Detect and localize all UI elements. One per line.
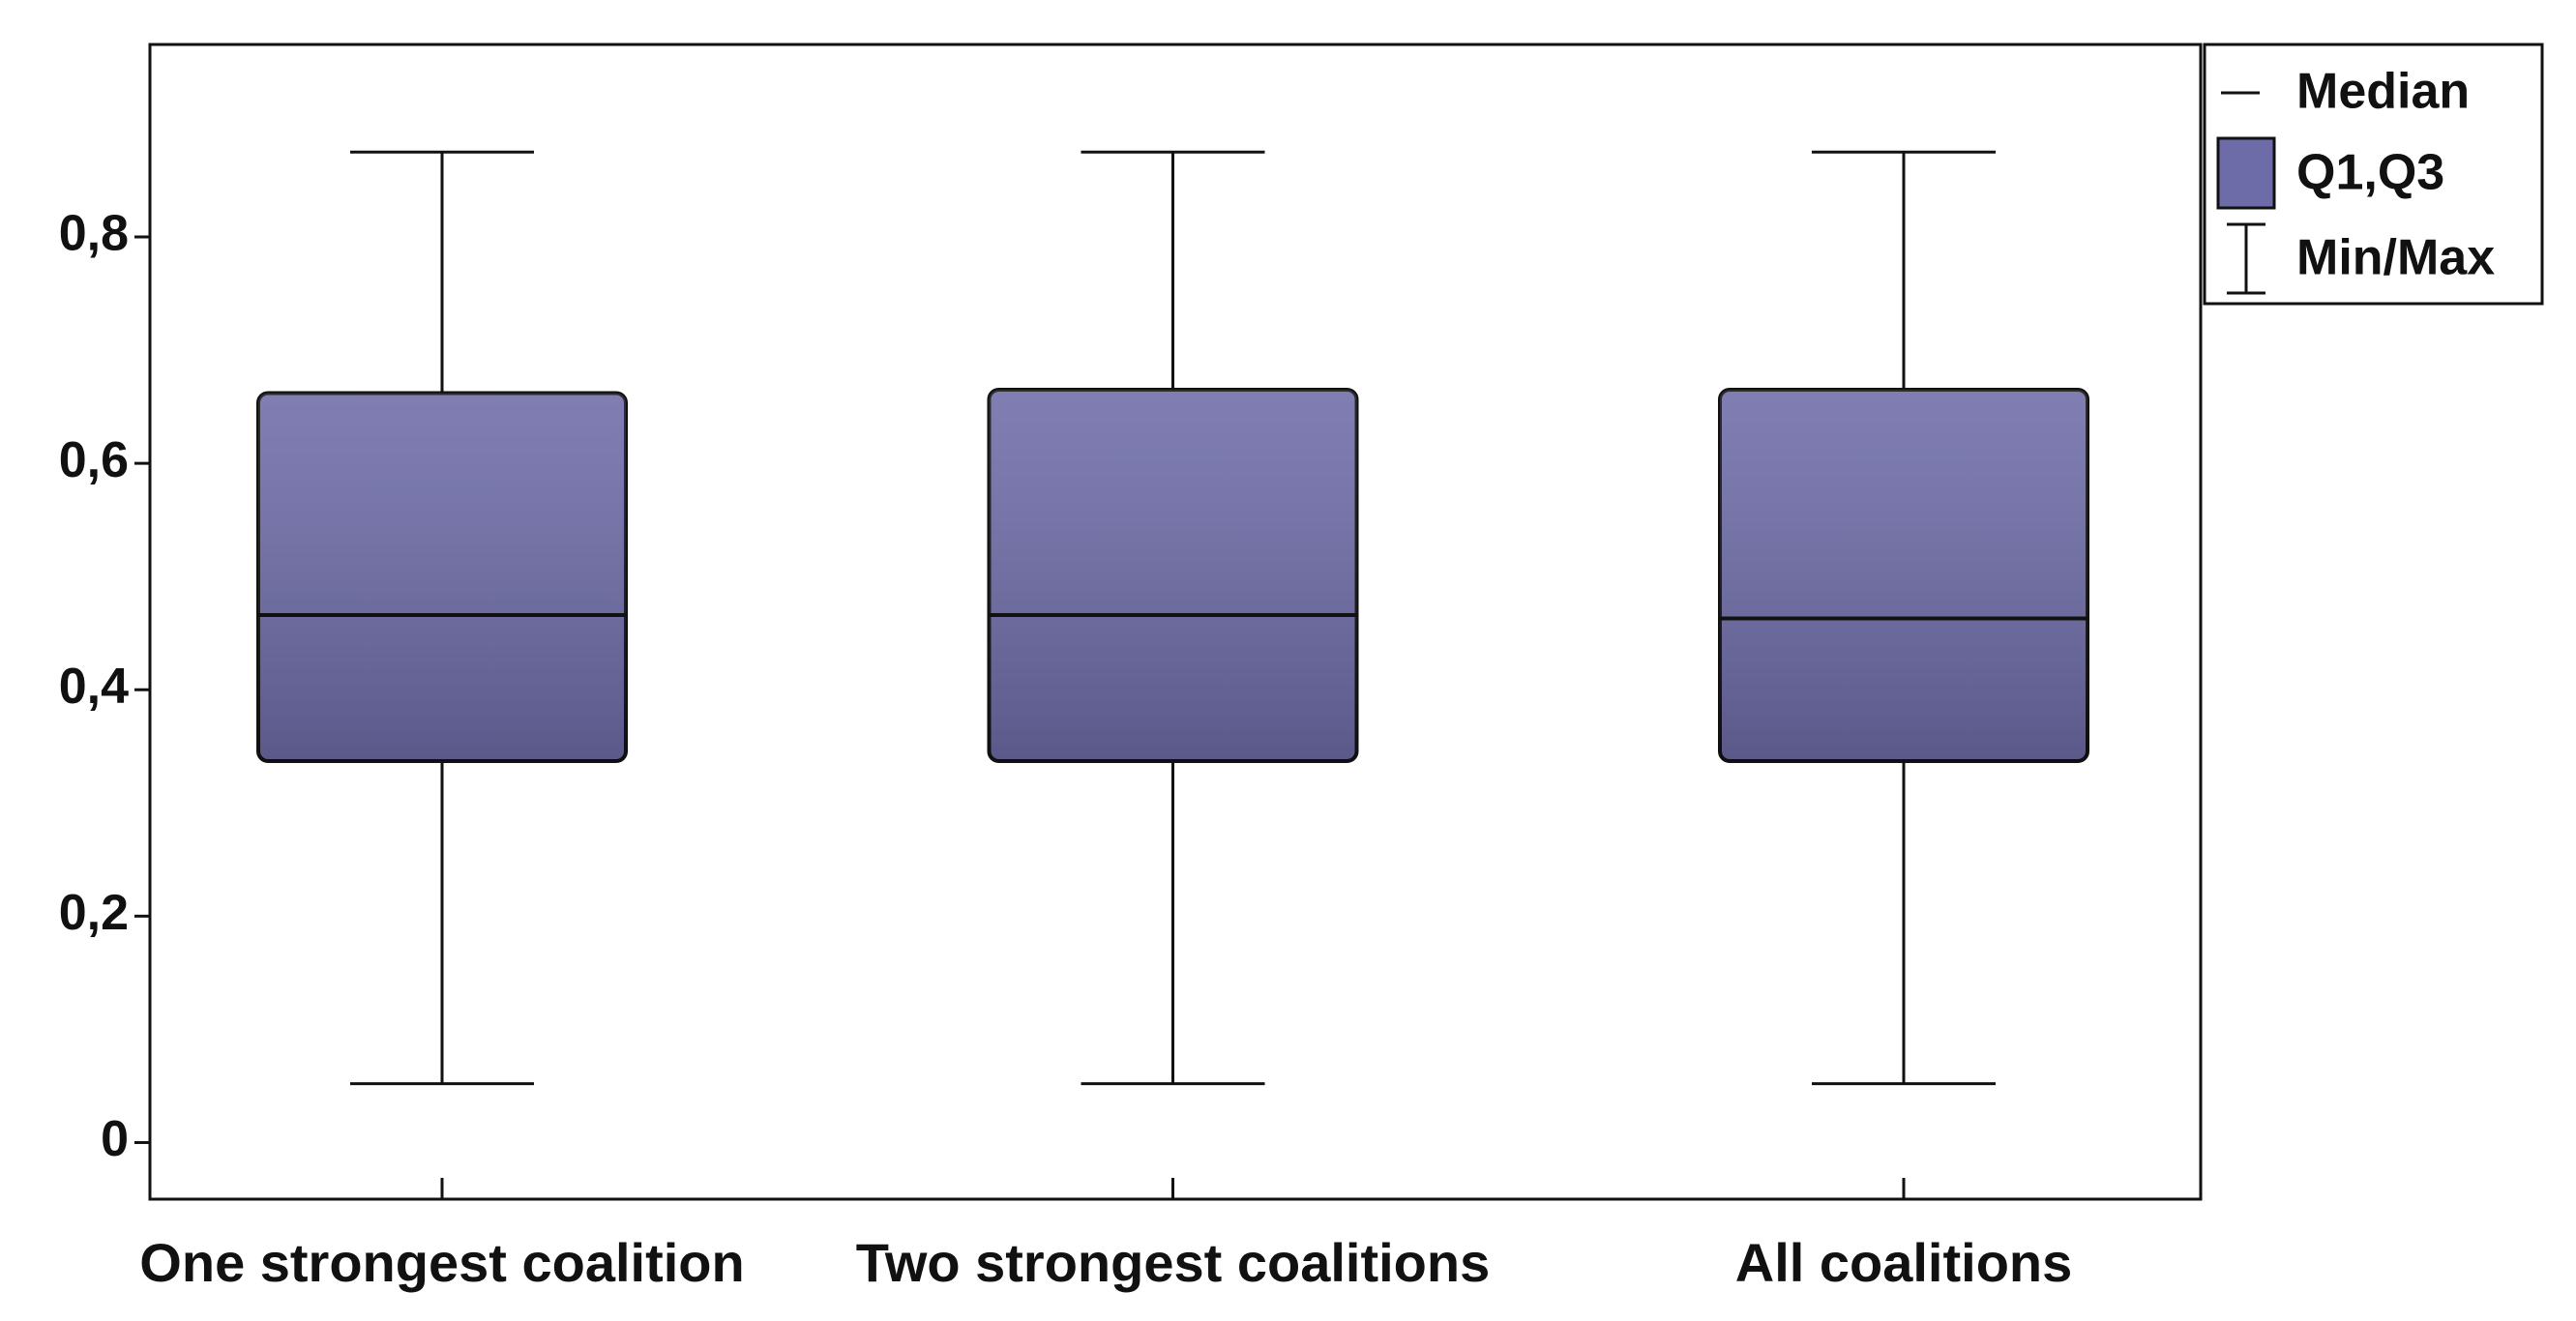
plot-frame	[148, 43, 2203, 1201]
y-tick-label: 0,8	[59, 206, 129, 262]
x-tick-label: All coalitions	[1735, 1232, 2073, 1293]
y-tick-label: 0,4	[59, 659, 129, 715]
legend-label: Q1,Q3	[2296, 145, 2444, 201]
y-tick-label: 0	[101, 1111, 129, 1167]
x-tick-label: Two strongest coalitions	[856, 1232, 1490, 1293]
legend-label: Min/Max	[2296, 230, 2495, 286]
y-tick-label: 0,6	[59, 432, 129, 488]
box-shade	[1720, 390, 2087, 761]
y-tick-label: 0,2	[59, 885, 129, 941]
x-tick-label: One strongest coalition	[139, 1232, 744, 1293]
box-shade	[258, 393, 626, 761]
legend-box-symbol	[2216, 136, 2276, 210]
legend-label: Median	[2296, 64, 2470, 120]
box-shade	[989, 390, 1357, 761]
